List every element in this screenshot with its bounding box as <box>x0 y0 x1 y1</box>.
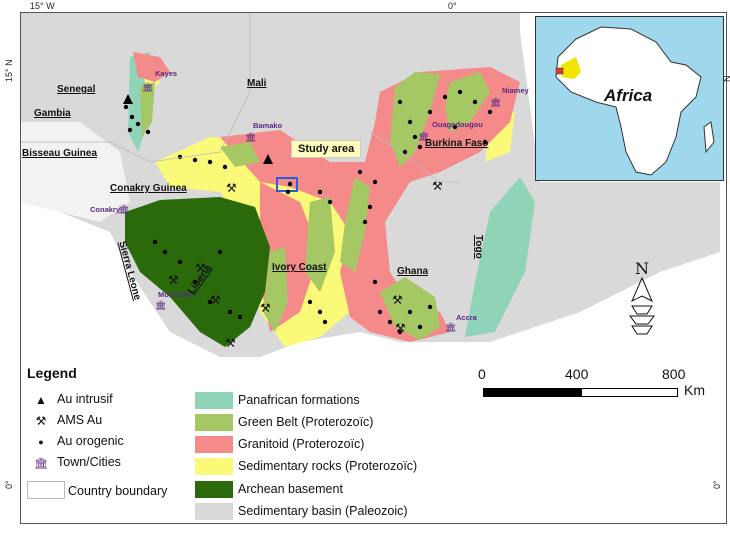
boundary-patch <box>27 481 65 499</box>
coord-0-top: 0° <box>448 1 457 11</box>
svg-text:🏛: 🏛 <box>118 204 129 215</box>
patch-sedimentary-rocks <box>195 458 233 475</box>
ams-au-points: ⚒ ⚒ ⚒ ⚒ ⚒ ⚒ ⚒ ⚒ ⚒ <box>168 179 443 350</box>
patch-granitoid <box>195 436 233 453</box>
panafrican-togo-strip <box>465 177 535 337</box>
au-intrusif-point <box>263 154 273 164</box>
legend-au-intrusif: Au intrusif <box>57 392 113 406</box>
patch-archean <box>195 481 233 498</box>
svg-text:⚒: ⚒ <box>226 181 237 195</box>
svg-text:⚒: ⚒ <box>260 301 271 315</box>
legend-archean: Archean basement <box>238 482 343 496</box>
city-monrovia: Monrovia <box>158 290 192 299</box>
scale-bar-black <box>483 388 581 397</box>
town-icons: 🏛 🏛 🏛 🏛 🏛 🏛 🏛 <box>118 82 501 333</box>
geology-map: ⚒ ⚒ ⚒ ⚒ ⚒ ⚒ ⚒ ⚒ ⚒ 🏛 🏛 🏛 🏛 🏛 🏛 🏛 <box>20 12 720 357</box>
svg-text:🏛: 🏛 <box>155 300 166 311</box>
country-ivory-coast: Ivory Coast <box>272 262 327 273</box>
legend-panafrican: Panafrican formations <box>238 393 360 407</box>
city-accra: Accra <box>456 313 477 322</box>
study-area-label: Study area <box>291 140 362 158</box>
dot-icon: ● <box>38 437 44 447</box>
coord-0-left: 0° <box>4 480 14 489</box>
patch-panafrican <box>195 392 233 409</box>
city-kayes: Kayes <box>155 69 178 78</box>
green-belt-area <box>390 72 440 167</box>
scale-unit: Km <box>684 382 705 398</box>
triangle-icon: ▲ <box>35 393 47 407</box>
country-togo: Togo <box>473 235 484 259</box>
legend-sedimentary-basin: Sedimentary basin (Paleozoic) <box>238 504 408 518</box>
legend-ams-au: AMS Au <box>57 413 103 427</box>
legend-green-belt: Green Belt (Proterozoïc) <box>238 415 374 429</box>
patch-sedimentary-basin <box>195 503 233 520</box>
coord-0-right: 0° <box>712 480 722 489</box>
legend-title: Legend <box>27 365 77 381</box>
africa-inset <box>535 16 724 181</box>
country-gambia: Gambia <box>34 108 71 119</box>
scale-tick-400: 400 <box>565 366 589 382</box>
archean-basement-area <box>125 197 270 347</box>
country-conakry-guinea: Conakry Guinea <box>110 183 187 194</box>
scale-tick-800: 800 <box>662 366 686 382</box>
svg-text:🏛: 🏛 <box>142 82 153 93</box>
inset-study-box <box>555 67 564 75</box>
svg-text:🏛: 🏛 <box>245 132 256 143</box>
svg-text:🏛: 🏛 <box>418 131 429 142</box>
city-ouagadougou: Ouagadougou <box>432 120 483 129</box>
svg-text:⚒: ⚒ <box>432 179 443 193</box>
north-letter: N <box>635 259 649 278</box>
north-arrow: N <box>629 259 655 335</box>
coord-15w: 15° W <box>30 1 55 11</box>
country-ghana: Ghana <box>397 266 429 277</box>
country-burkina-faso: Burkina Faso <box>425 138 489 149</box>
city-niamey: Niamey <box>502 86 529 95</box>
legend-country-boundary: Country boundary <box>68 484 168 498</box>
pickaxe-icon: ⚒ <box>35 414 47 428</box>
scale-tick-0: 0 <box>478 366 486 382</box>
inset-west-africa-highlight <box>561 57 581 79</box>
svg-text:⚒: ⚒ <box>168 273 179 287</box>
country-mali: Mali <box>247 78 267 89</box>
africa-inset-map <box>555 26 715 176</box>
coord-15n-left: 15° N <box>4 59 14 82</box>
country-senegal: Senegal <box>57 84 96 95</box>
city-bamako: Bamako <box>253 121 283 130</box>
building-icon: 🏛 <box>34 457 48 470</box>
svg-text:⚒: ⚒ <box>195 261 206 275</box>
svg-text:⚒: ⚒ <box>395 321 406 335</box>
legend-granitoid: Granitoid (Proterozoïc) <box>238 437 365 451</box>
map-frame <box>20 12 727 524</box>
svg-text:⚒: ⚒ <box>392 293 403 307</box>
patch-green-belt <box>195 414 233 431</box>
city-conakry: Conakry <box>90 205 121 214</box>
legend-au-orogenic: Au orogenic <box>57 434 124 448</box>
svg-text:⚒: ⚒ <box>210 293 221 307</box>
scale-bar-white <box>581 388 678 397</box>
legend-town-cities: Town/Cities <box>57 455 121 469</box>
africa-shape <box>555 26 702 176</box>
au-intrusif-point <box>123 94 133 104</box>
granitoid-area <box>220 67 520 342</box>
legend-sedimentary-rocks: Sedimentary rocks (Proterozoïc) <box>238 459 418 473</box>
au-orogenic-points <box>123 89 493 335</box>
svg-text:🏛: 🏛 <box>445 322 456 333</box>
africa-label: Africa <box>604 86 653 105</box>
svg-text:🏛: 🏛 <box>490 97 501 108</box>
svg-text:⚒: ⚒ <box>225 336 236 350</box>
country-bisseau-guinea: Bisseau Guinea <box>22 148 98 159</box>
